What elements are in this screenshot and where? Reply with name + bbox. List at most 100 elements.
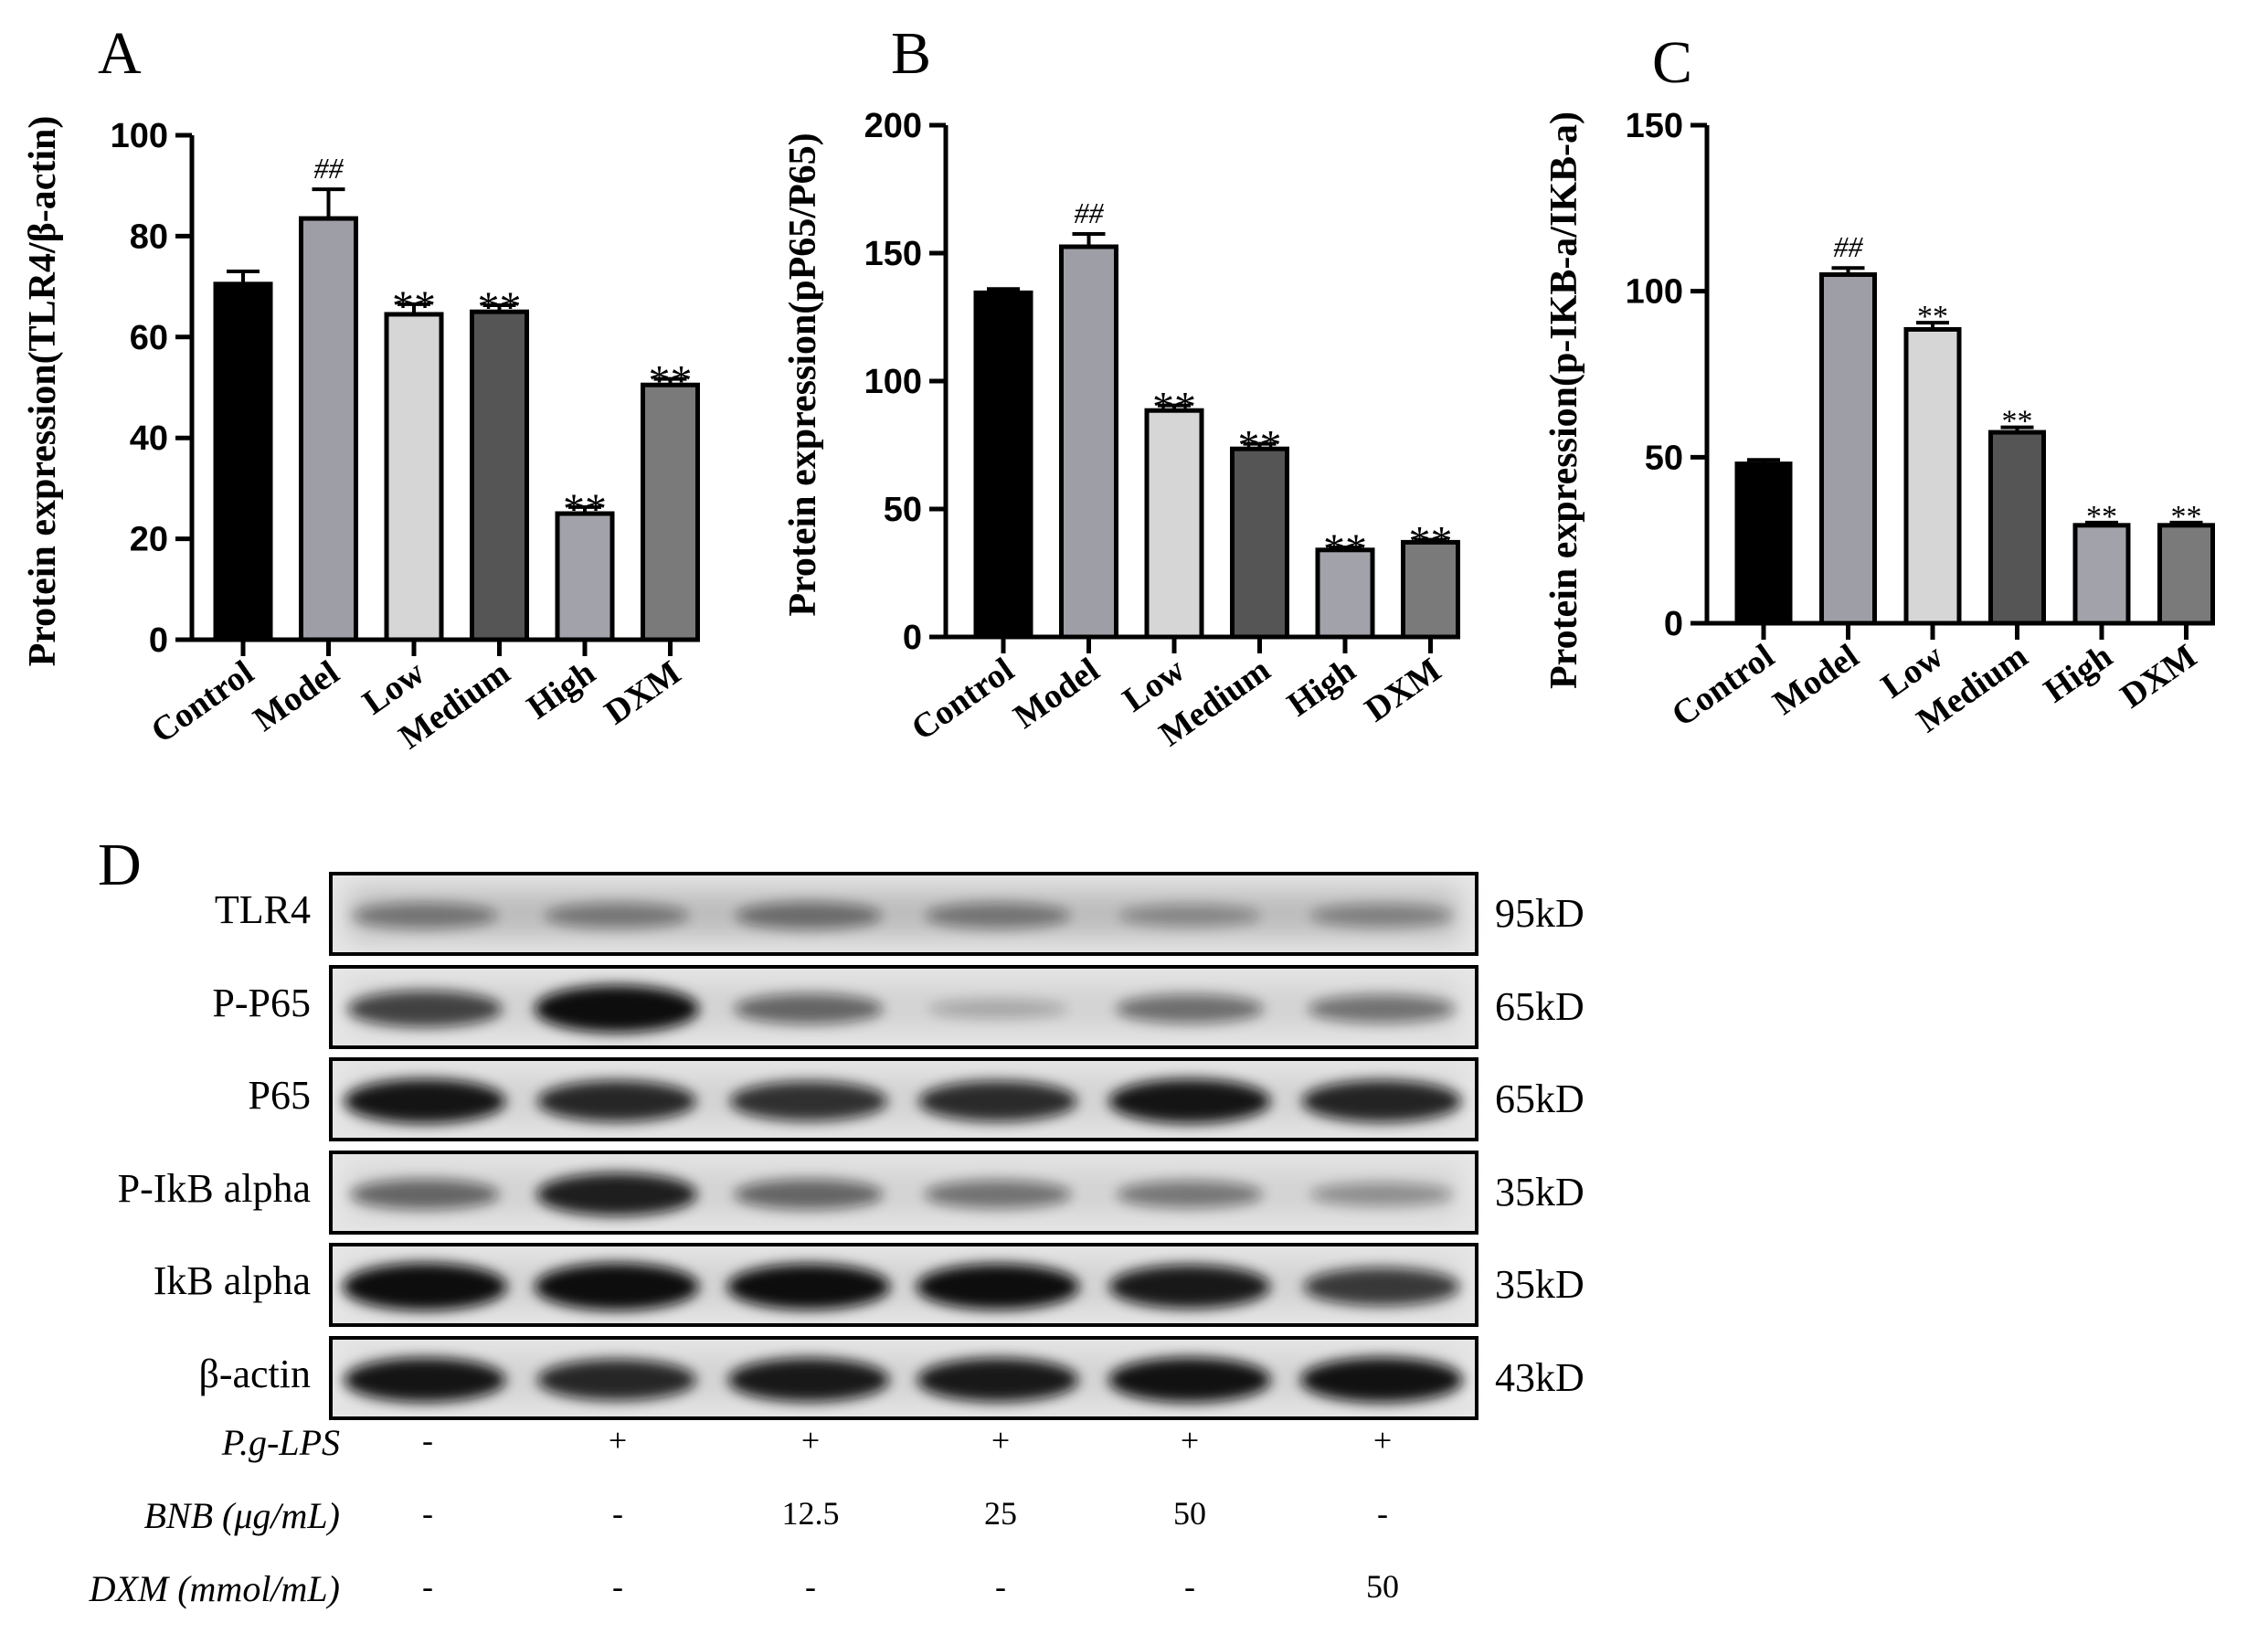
treatment-value: +	[1181, 1422, 1199, 1458]
category-label: DXM	[2114, 637, 2203, 716]
bar	[299, 216, 358, 642]
blot-band	[1309, 904, 1454, 928]
blot-band	[917, 1358, 1079, 1402]
blot-background	[349, 1076, 1458, 1123]
blot-band	[1309, 1183, 1454, 1206]
bar	[1230, 446, 1289, 640]
category-label: DXM	[598, 653, 687, 732]
panel-label-d: D	[98, 832, 142, 898]
blot-band	[347, 990, 503, 1028]
blot-molecular-weight: 95kD	[1495, 891, 1584, 936]
blot-molecular-weight: 65kD	[1495, 984, 1584, 1029]
blot-band	[918, 1080, 1077, 1122]
blot-strip-border	[329, 965, 1478, 1049]
significance-marker: **	[2002, 405, 2033, 439]
bar	[1819, 272, 1877, 626]
blot-molecular-weight: 43kD	[1495, 1355, 1584, 1400]
category-label: DXM	[1358, 651, 1447, 729]
treatment-value: +	[1373, 1422, 1392, 1458]
significance-marker: ##	[1834, 230, 1864, 263]
category-label: Model	[1766, 637, 1866, 723]
bar	[1144, 408, 1204, 640]
treatment-value: -	[1377, 1495, 1388, 1532]
significance-marker: **	[2086, 500, 2117, 534]
blot-background	[349, 1261, 1458, 1309]
blot-band	[1308, 994, 1456, 1024]
significance-marker: **	[649, 357, 693, 406]
blot-row-label: TLR4	[215, 887, 311, 932]
bar	[2072, 523, 2131, 626]
treatment-label: DXM (mmol/mL)	[89, 1568, 340, 1609]
treatment-value: +	[609, 1422, 627, 1458]
blot-band	[544, 903, 690, 928]
blot-molecular-weight: 35kD	[1495, 1262, 1584, 1307]
blot-strip-border	[329, 1243, 1478, 1327]
treatment-value: -	[805, 1568, 816, 1605]
blot-band	[927, 999, 1068, 1019]
y-tick-label: 20	[130, 521, 168, 559]
significance-marker: **	[1152, 384, 1196, 432]
y-tick-label: 200	[864, 107, 922, 145]
category-label: Model	[247, 653, 346, 739]
blot-band	[537, 1359, 696, 1401]
blot-band	[1300, 1357, 1463, 1403]
treatment-value: -	[612, 1568, 623, 1605]
blot-band	[1303, 1267, 1460, 1306]
blot-row-label: β-actin	[198, 1352, 311, 1396]
y-tick-label: 150	[1626, 107, 1683, 145]
bar	[384, 312, 444, 642]
bar	[641, 382, 700, 642]
bar	[2157, 523, 2215, 626]
western-blot: TLR4 95kD P-P65 65kD P65 65kD P-IkB alpha 35kD I…	[89, 872, 1584, 1609]
blot-strip-border	[329, 1336, 1478, 1420]
blot-band	[1108, 1357, 1271, 1403]
y-tick-label: 0	[149, 621, 168, 660]
significance-marker: **	[1238, 422, 1282, 471]
treatment-value: -	[422, 1495, 433, 1532]
bar	[1988, 430, 2046, 626]
bar	[1734, 461, 1793, 626]
significance-marker: ##	[314, 152, 344, 185]
y-tick-label: 40	[130, 419, 168, 458]
treatment-value: -	[422, 1422, 433, 1458]
blot-band	[343, 1263, 507, 1310]
significance-marker: **	[392, 282, 436, 331]
bar	[1903, 326, 1962, 626]
blot-band	[735, 902, 883, 929]
blot-row-label: P65	[249, 1073, 311, 1118]
blot-strip-border	[329, 1057, 1478, 1141]
blot-band	[535, 985, 699, 1033]
treatment-value: 50	[1173, 1495, 1206, 1532]
blot-band	[350, 1179, 500, 1210]
blot-background	[349, 890, 1458, 938]
blot-band	[537, 1080, 696, 1122]
category-label: Control	[1665, 637, 1781, 735]
y-tick-label: 50	[1645, 439, 1683, 477]
treatment-value: -	[995, 1568, 1006, 1605]
blot-band	[344, 1078, 506, 1124]
treatment-label: P.g-LPS	[221, 1422, 340, 1463]
treatment-value: +	[801, 1422, 820, 1458]
category-label: Control	[905, 651, 1021, 748]
significance-marker: **	[1409, 518, 1453, 567]
significance-marker: ##	[1075, 196, 1105, 229]
blot-band	[734, 993, 884, 1024]
y-tick-label: 60	[130, 319, 168, 357]
blot-band	[925, 902, 1071, 929]
panel-label-c: C	[1652, 29, 1692, 96]
blot-band	[344, 1357, 506, 1403]
blot-background	[349, 1169, 1458, 1216]
category-label: High	[520, 653, 602, 727]
blot-band	[1116, 1181, 1264, 1208]
treatment-value: -	[422, 1568, 433, 1605]
chart-c: 050100150ControlModel##Low**Medium**High…	[1626, 107, 2215, 740]
blot-molecular-weight: 35kD	[1495, 1170, 1584, 1214]
blot-band	[729, 1081, 888, 1121]
y-tick-label: 0	[1664, 605, 1683, 643]
category-label: High	[1280, 651, 1362, 724]
blot-band	[916, 1263, 1080, 1310]
y-tick-label: 100	[111, 117, 168, 155]
treatment-value: 50	[1366, 1568, 1399, 1605]
category-label: High	[2037, 637, 2119, 710]
